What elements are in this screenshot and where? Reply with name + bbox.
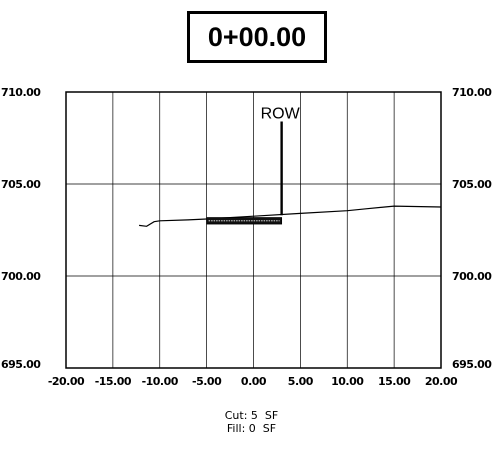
x-tick-label: 10.00 — [331, 375, 364, 388]
y-tick-label-right: 700.00 — [452, 270, 492, 283]
y-tick-label-left: 705.00 — [1, 178, 41, 191]
profile-layer: ROW — [139, 105, 442, 227]
x-tick-label: 20.00 — [425, 375, 458, 388]
grid-lines — [66, 92, 441, 368]
fill-volume: Fill: 0 SF — [226, 422, 277, 435]
y-tick-label-right: 695.00 — [452, 358, 492, 371]
y-tick-label-left: 695.00 — [1, 358, 41, 371]
plot-frame — [65, 91, 442, 369]
x-tick-label: -15.00 — [95, 375, 132, 388]
y-tick-label-left: 700.00 — [1, 270, 41, 283]
station-label: 0+00.00 — [187, 11, 327, 63]
x-tick-label: -10.00 — [142, 375, 179, 388]
x-tick-label: -5.00 — [192, 375, 222, 388]
y-tick-label-right: 705.00 — [452, 178, 492, 191]
x-tick-label: 5.00 — [288, 375, 314, 388]
y-tick-label-left: 710.00 — [1, 86, 41, 99]
ground-profile-line — [139, 205, 442, 227]
x-tick-label: 15.00 — [378, 375, 411, 388]
cut-volume: Cut: 5 SF — [224, 409, 279, 422]
tick-labels: -20.00 -15.00 -10.00 -5.00 0.00 5.00 10.00 15.0… — [1, 86, 493, 388]
x-tick-label: -20.00 — [48, 375, 85, 388]
row-marker-label: ROW — [261, 105, 301, 122]
x-tick-label: 0.00 — [241, 375, 267, 388]
y-tick-label-right: 710.00 — [452, 86, 492, 99]
volume-summary: Cut: 5 SF Fill: 0 SF — [0, 409, 503, 435]
